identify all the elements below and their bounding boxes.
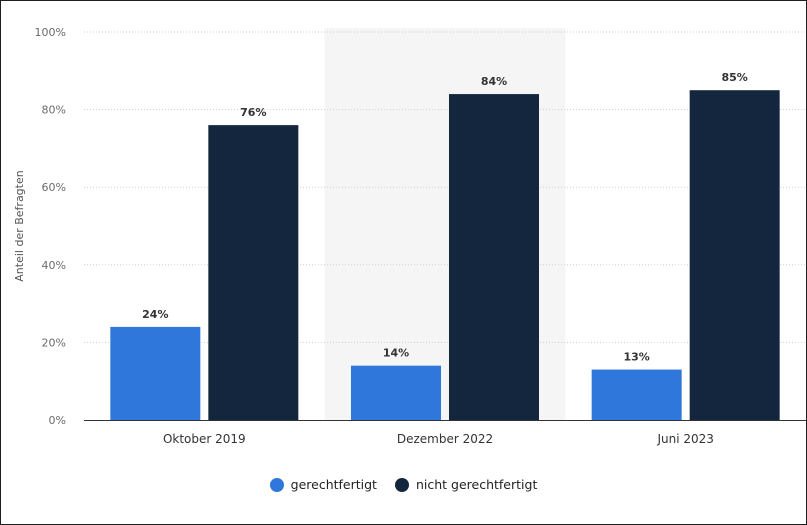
chart-legend: gerechtfertigt nicht gerechtfertigt [0,477,807,492]
x-tick-label: Oktober 2019 [163,432,246,446]
y-axis-title: Anteil der Befragten [13,170,26,281]
data-label: 14% [383,347,409,360]
y-tick-label: 100% [35,26,66,39]
data-label: 85% [721,71,747,84]
legend-dot-gerechtfertigt [269,477,284,492]
data-label: 13% [623,351,649,364]
x-tick-label: Juni 2023 [656,432,713,446]
y-tick-label: 0% [49,414,66,427]
data-label: 84% [481,75,507,88]
y-tick-label: 40% [42,259,66,272]
bar-gerechtfertigt-1[interactable] [351,365,441,420]
y-tick-label: 20% [42,336,66,349]
y-tick-label: 60% [42,181,66,194]
bar-nicht-gerechtfertigt-2[interactable] [689,90,780,420]
bar-gerechtfertigt-0[interactable] [110,326,201,420]
bar-nicht-gerechtfertigt-1[interactable] [449,94,539,420]
data-label: 76% [240,106,266,119]
legend-label-gerechtfertigt: gerechtfertigt [290,477,377,492]
bar-nicht-gerechtfertigt-0[interactable] [208,125,299,421]
legend-item-gerechtfertigt[interactable]: gerechtfertigt [269,477,377,492]
y-tick-label: 80% [42,104,66,117]
legend-label-nicht-gerechtfertigt: nicht gerechtfertigt [415,477,538,492]
bar-gerechtfertigt-2[interactable] [591,369,682,420]
data-label: 24% [142,308,168,321]
x-tick-label: Dezember 2022 [397,432,493,446]
legend-item-nicht-gerechtfertigt[interactable]: nicht gerechtfertigt [394,477,538,492]
legend-dot-nicht-gerechtfertigt [394,477,409,492]
